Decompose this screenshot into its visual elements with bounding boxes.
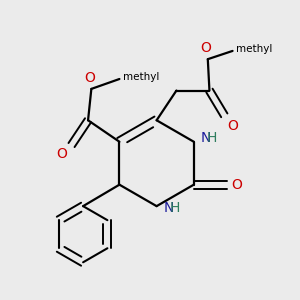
Text: H: H: [207, 131, 217, 146]
Text: O: O: [57, 147, 68, 161]
Text: N: N: [164, 201, 174, 215]
Text: O: O: [231, 178, 242, 192]
Text: methyl: methyl: [236, 44, 272, 54]
Text: methyl: methyl: [123, 72, 159, 82]
Text: N: N: [201, 131, 211, 146]
Text: O: O: [84, 71, 95, 85]
Text: O: O: [228, 118, 238, 133]
Text: H: H: [170, 201, 180, 215]
Text: O: O: [201, 41, 212, 55]
